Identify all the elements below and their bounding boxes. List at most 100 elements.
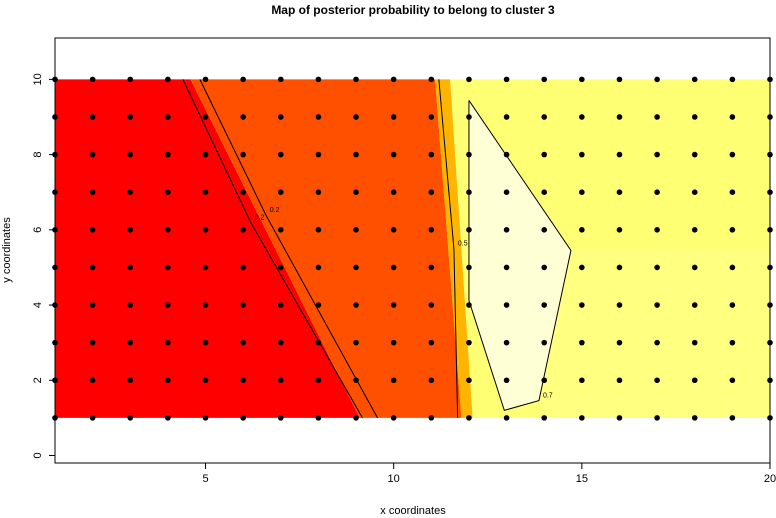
grid-point <box>315 415 322 421</box>
grid-point <box>165 189 171 196</box>
grid-point <box>579 302 585 308</box>
grid-point <box>616 76 623 83</box>
grid-point <box>240 76 246 83</box>
grid-point <box>691 189 698 196</box>
grid-point <box>127 151 134 158</box>
grid-point <box>428 227 435 233</box>
x-tick-label: 10 <box>388 473 400 485</box>
grid-point <box>89 302 96 308</box>
grid-point <box>277 302 284 308</box>
grid-point <box>466 264 472 271</box>
grid-point <box>729 189 736 196</box>
grid-point <box>202 264 209 271</box>
grid-point <box>277 114 284 120</box>
grid-point <box>466 415 472 421</box>
grid-point <box>277 227 284 233</box>
grid-point <box>390 339 397 346</box>
grid-point <box>277 377 284 384</box>
grid-point <box>691 377 698 384</box>
grid-point <box>165 264 171 271</box>
grid-point <box>616 114 623 120</box>
grid-point <box>579 76 585 83</box>
grid-point <box>89 189 96 196</box>
x-axis-label: x coordinates <box>380 505 446 517</box>
grid-point <box>240 339 246 346</box>
y-tick-label: 6 <box>32 227 44 233</box>
grid-point <box>503 339 510 346</box>
grid-point <box>127 76 134 83</box>
x-tick-label: 20 <box>764 473 776 485</box>
grid-point <box>654 302 660 308</box>
grid-point <box>579 264 585 271</box>
grid-point <box>616 189 623 196</box>
chart-title: Map of posterior probability to belong t… <box>271 3 555 17</box>
grid-point <box>277 264 284 271</box>
grid-point <box>89 76 96 83</box>
grid-point <box>390 227 397 233</box>
grid-point <box>654 264 660 271</box>
grid-point <box>691 264 698 271</box>
grid-point <box>127 227 134 233</box>
grid-point <box>541 302 548 308</box>
grid-point <box>616 339 623 346</box>
y-tick-label: 8 <box>32 152 44 158</box>
grid-point <box>165 151 171 158</box>
grid-point <box>165 227 171 233</box>
grid-point <box>165 76 171 83</box>
grid-point <box>165 114 171 120</box>
grid-point <box>541 151 548 158</box>
grid-point <box>503 76 510 83</box>
grid-point <box>503 264 510 271</box>
grid-point <box>503 302 510 308</box>
grid-point <box>390 264 397 271</box>
grid-point <box>89 339 96 346</box>
grid-point <box>127 302 134 308</box>
contour-label: 0.2 <box>270 207 280 214</box>
grid-point <box>428 302 435 308</box>
grid-point <box>466 151 472 158</box>
grid-point <box>503 415 510 421</box>
grid-point <box>579 339 585 346</box>
grid-point <box>541 114 548 120</box>
grid-point <box>541 76 548 83</box>
grid-point <box>616 415 623 421</box>
grid-point <box>729 76 736 83</box>
grid-point <box>353 302 359 308</box>
grid-point <box>390 415 397 421</box>
grid-point <box>654 114 660 120</box>
grid-point <box>503 227 510 233</box>
grid-point <box>616 264 623 271</box>
y-tick-label: 0 <box>32 452 44 458</box>
grid-point <box>202 114 209 120</box>
grid-point <box>315 76 322 83</box>
probability-region <box>55 79 360 418</box>
grid-point <box>165 415 171 421</box>
grid-point <box>277 189 284 196</box>
grid-point <box>390 302 397 308</box>
grid-point <box>466 339 472 346</box>
grid-point <box>240 114 246 120</box>
grid-point <box>202 227 209 233</box>
grid-point <box>729 415 736 421</box>
y-tick-label: 10 <box>32 73 44 85</box>
grid-point <box>466 76 472 83</box>
grid-point <box>691 302 698 308</box>
grid-point <box>729 339 736 346</box>
grid-point <box>240 377 246 384</box>
grid-point <box>503 151 510 158</box>
grid-point <box>165 302 171 308</box>
grid-point <box>277 339 284 346</box>
x-tick-label: 15 <box>576 473 588 485</box>
grid-point <box>654 151 660 158</box>
y-axis-label: y coordinates <box>1 217 13 283</box>
grid-point <box>579 114 585 120</box>
grid-point <box>616 377 623 384</box>
grid-point <box>466 377 472 384</box>
grid-point <box>89 151 96 158</box>
grid-point <box>202 377 209 384</box>
grid-point <box>466 302 472 308</box>
grid-point <box>579 189 585 196</box>
probability-region <box>190 79 462 418</box>
grid-point <box>654 76 660 83</box>
